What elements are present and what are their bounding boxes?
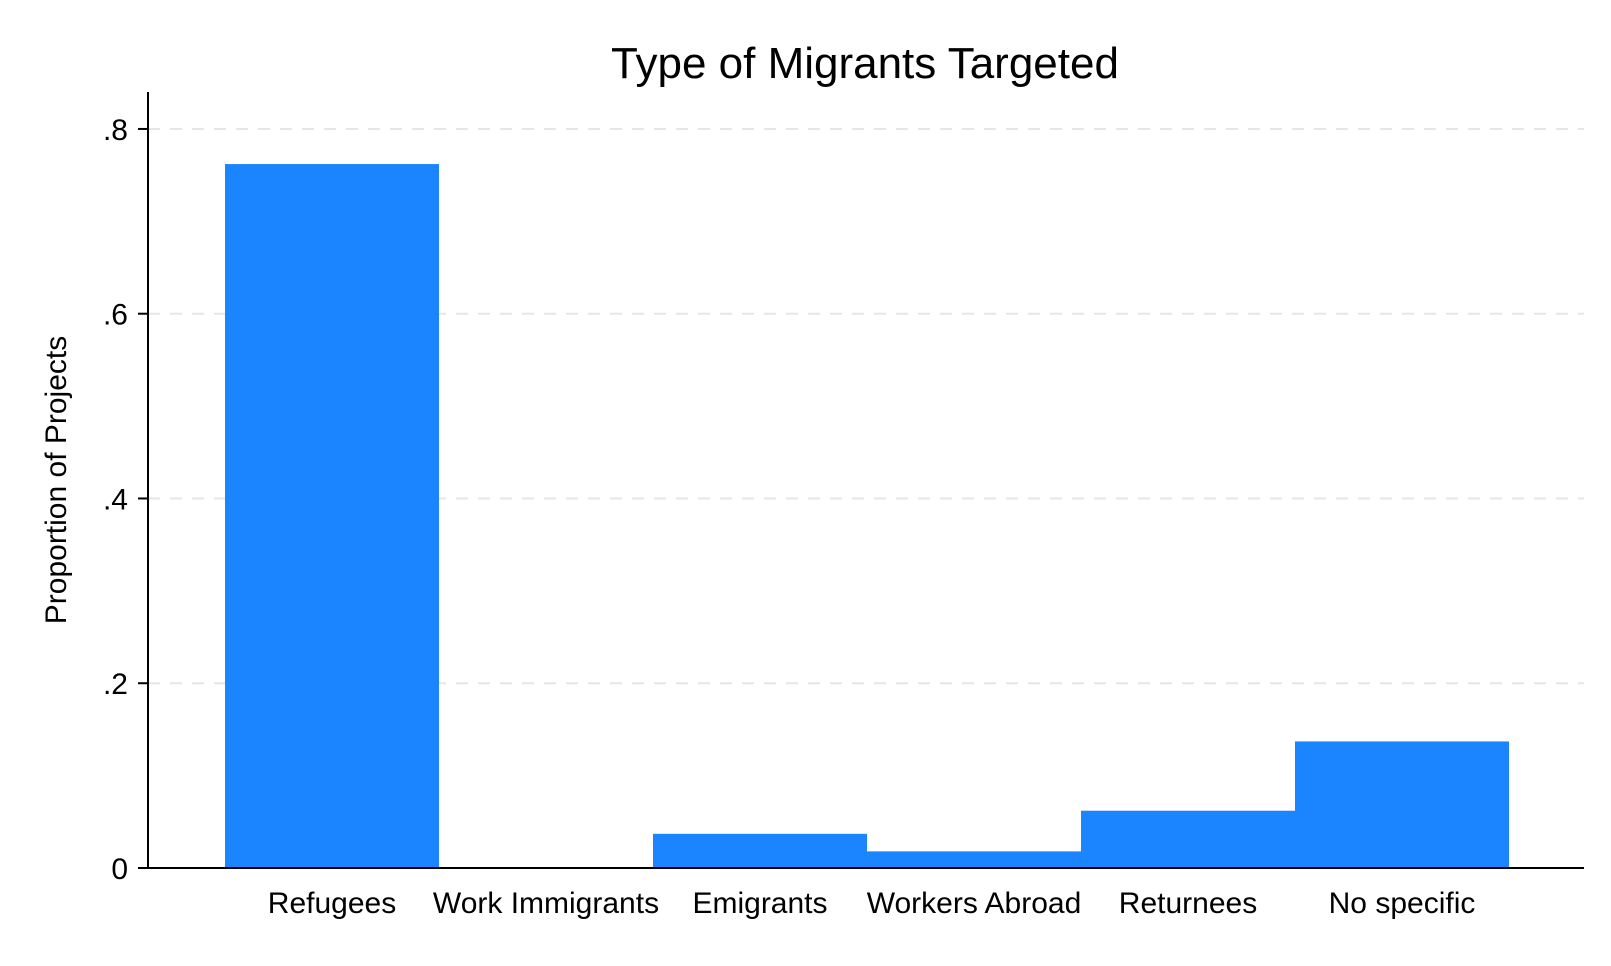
x-category-label: Emigrants xyxy=(692,887,827,920)
x-tick-labels: Refugees Work Immigrants Emigrants Workers … xyxy=(268,887,1476,920)
x-category-label: Refugees xyxy=(268,887,396,920)
bar xyxy=(1295,741,1509,868)
x-category-label: Workers Abroad xyxy=(867,887,1082,920)
x-category-label: No specific xyxy=(1329,887,1476,920)
y-axis-label: Proportion of Projects xyxy=(40,336,73,624)
bar xyxy=(1081,810,1295,868)
chart-title: Type of Migrants Targeted xyxy=(611,39,1119,88)
x-category-label: Returnees xyxy=(1119,887,1257,920)
axes xyxy=(147,92,1584,869)
y-tick-label: .6 xyxy=(103,299,128,332)
y-tick-label: .2 xyxy=(103,668,128,701)
bar xyxy=(225,164,439,869)
y-tick-label: .8 xyxy=(103,114,128,147)
y-tick-label: 0 xyxy=(111,853,128,886)
bar xyxy=(653,833,867,868)
x-category-label: Work Immigrants xyxy=(433,887,659,920)
y-ticks: 0 .2 .4 .6 .8 xyxy=(103,114,148,886)
bars xyxy=(225,164,1509,869)
gridlines xyxy=(148,127,1584,685)
y-tick-label: .4 xyxy=(103,483,128,516)
bar xyxy=(867,851,1081,868)
